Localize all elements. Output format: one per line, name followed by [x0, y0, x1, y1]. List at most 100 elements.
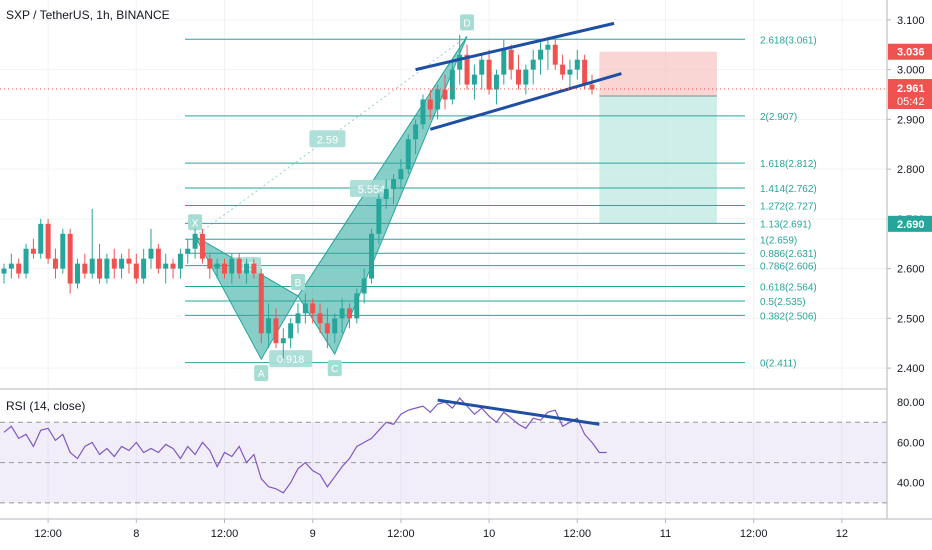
price-tag-label: 2.690 [897, 219, 925, 231]
candle-body [266, 318, 272, 334]
candle [67, 228, 73, 294]
candle [442, 74, 448, 110]
candle [516, 54, 521, 90]
candle [464, 44, 470, 90]
candle-body [582, 59, 588, 85]
candle-body [273, 318, 279, 344]
candle [391, 174, 397, 204]
take-profit-zone [599, 96, 717, 224]
candle-body [23, 248, 29, 274]
candle [258, 268, 264, 344]
candle-body [104, 258, 110, 279]
candle-body [545, 44, 551, 50]
candle-body [464, 54, 470, 85]
candle-body [97, 258, 103, 279]
candle [119, 253, 125, 279]
candle-body [236, 258, 242, 274]
candle-body [280, 338, 286, 344]
fib-label: 1.414(2.762) [760, 184, 817, 195]
candle-body [420, 99, 426, 125]
fib-label: 0(2.411) [760, 359, 797, 370]
candle-body [376, 198, 382, 234]
pattern-point-badge [460, 14, 475, 31]
candle-body [530, 59, 536, 70]
candle-body [552, 44, 558, 65]
ascending-channel [415, 21, 622, 131]
fib-label: 1.272(2.727) [760, 201, 817, 212]
candle [339, 298, 345, 334]
candle [111, 248, 117, 279]
candle [346, 303, 352, 329]
candle [295, 303, 301, 334]
candle-body [251, 263, 257, 274]
fib-label: 0.618(2.564) [760, 283, 817, 294]
rsi-divergence-line [437, 398, 600, 426]
candle [23, 243, 29, 279]
time-tick-label: 12 [836, 528, 848, 540]
candle-body [361, 278, 367, 294]
candle [170, 258, 176, 279]
candle [266, 303, 272, 349]
pattern-point-badge [254, 365, 269, 382]
candle-body [38, 223, 44, 254]
candle-body [391, 179, 397, 190]
candle-body [369, 233, 374, 279]
pattern-bd-line [297, 36, 468, 297]
candle [302, 293, 308, 324]
candle [435, 84, 441, 120]
candle [486, 49, 492, 95]
candle [45, 218, 51, 264]
candle [38, 218, 44, 259]
candle [479, 54, 485, 90]
candle-body [16, 263, 22, 274]
candle [60, 228, 66, 274]
price-tag-label: 3.036 [897, 47, 925, 59]
rsi-tick-label: 40.00 [897, 478, 925, 490]
time-tick-label: 8 [133, 528, 139, 540]
candle [141, 248, 147, 284]
candle [493, 69, 499, 105]
candle-body [317, 313, 323, 324]
candle [574, 49, 580, 80]
candle-body [493, 74, 499, 90]
price-tick-label: 2.900 [897, 114, 925, 126]
fib-label: 0.886(2.631) [760, 249, 817, 260]
candle-body [413, 124, 419, 140]
candle [398, 159, 404, 190]
rsi-pane: RSI (14, close) [0, 388, 932, 504]
channel-upper-line [415, 21, 615, 72]
candle [324, 308, 330, 349]
candle-body [471, 74, 477, 85]
candle-body [258, 273, 264, 334]
pattern-point-badge [327, 360, 342, 377]
fib-label: 0.5(2.535) [760, 297, 806, 308]
fib-label: 1.13(2.691) [760, 219, 811, 230]
candle [471, 64, 477, 100]
time-tick-label: 12:00 [34, 528, 62, 540]
time-tick-label: 12:00 [740, 528, 768, 540]
candle [560, 54, 566, 80]
fib-label: 3(3.153) [760, 0, 797, 1]
candle-body [1, 268, 7, 274]
candle [214, 258, 220, 279]
candle-body [67, 233, 73, 284]
pattern-point-x: X [192, 218, 199, 229]
candle-body [346, 308, 352, 319]
candle-body [163, 263, 169, 269]
candle [104, 253, 110, 284]
candle [30, 238, 36, 259]
time-tick-label: 12:00 [387, 528, 415, 540]
candle [369, 228, 374, 284]
candle-body [229, 258, 235, 274]
candle-body [244, 263, 250, 274]
candle-body [427, 99, 433, 110]
candle-body [383, 189, 389, 199]
rsi-line [3, 397, 607, 494]
ratio-badge [350, 180, 393, 198]
candle [501, 39, 507, 85]
price-tick-label: 2.400 [897, 363, 925, 375]
candle [589, 74, 595, 95]
candle-body [339, 308, 345, 319]
candle [508, 44, 514, 80]
